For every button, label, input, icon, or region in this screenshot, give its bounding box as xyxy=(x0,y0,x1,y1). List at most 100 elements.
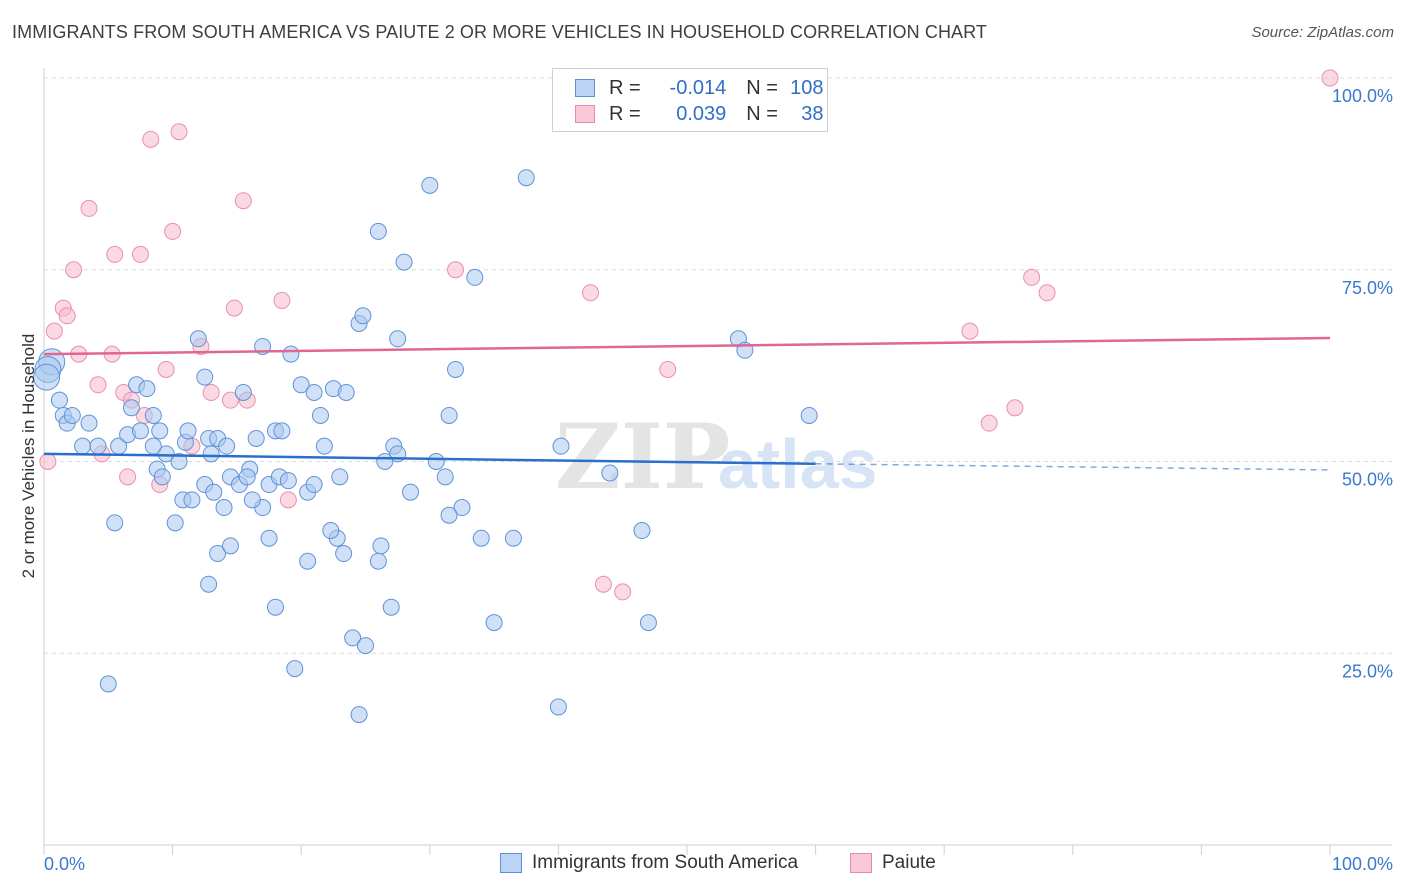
paiute-point xyxy=(594,575,612,593)
legend-swatch-pink xyxy=(575,105,595,123)
legend-r-value: 0.039 xyxy=(676,102,727,125)
legend-row-immigrants: R = -0.014 N = 108 xyxy=(575,75,824,101)
paiute-point xyxy=(106,245,124,263)
chart-title: IMMIGRANTS FROM SOUTH AMERICA VS PAIUTE … xyxy=(12,22,988,42)
legend-row-paiute: R = 0.039 N = 38 xyxy=(575,101,824,127)
paiute-point xyxy=(614,583,632,601)
gridlines xyxy=(44,77,1392,654)
immigrants-point xyxy=(389,330,407,348)
paiute-point xyxy=(119,468,137,486)
paiute-point xyxy=(142,130,160,148)
immigrants-point xyxy=(549,698,567,716)
immigrants-point xyxy=(517,169,535,187)
paiute-point xyxy=(80,199,98,217)
paiute-point xyxy=(45,322,63,340)
immigrants-point xyxy=(447,360,465,378)
immigrants-point xyxy=(144,406,162,424)
immigrants-point xyxy=(440,506,458,524)
legend-swatch-blue xyxy=(575,79,595,97)
immigrants-point xyxy=(395,253,413,271)
watermark-zip: ZIP xyxy=(555,404,730,510)
paiute-point xyxy=(234,192,252,210)
bottom-swatch-pink xyxy=(850,853,872,873)
immigrants-point xyxy=(215,499,233,517)
immigrants-point xyxy=(106,514,124,532)
immigrants-point xyxy=(436,468,454,486)
paiute-point xyxy=(582,284,600,302)
immigrants-point xyxy=(369,222,387,240)
immigrants-point xyxy=(382,598,400,616)
y-tick-label: 25.0% xyxy=(1342,661,1393,681)
immigrants-point xyxy=(221,537,239,555)
immigrants-point xyxy=(427,453,445,470)
immigrants-point xyxy=(260,529,278,547)
immigrants-point xyxy=(633,522,651,540)
paiute-point xyxy=(1038,284,1056,302)
immigrants-trend-dashed xyxy=(815,463,1331,471)
immigrants-point xyxy=(273,422,291,440)
bottom-legend-paiute: Paiute xyxy=(850,852,936,874)
paiute-trend-line xyxy=(43,336,1331,356)
immigrants-point xyxy=(800,406,818,424)
paiute-point xyxy=(157,360,175,378)
immigrants-point xyxy=(369,552,387,570)
immigrants-point xyxy=(238,468,256,486)
immigrants-point xyxy=(179,422,197,440)
paiute-point xyxy=(961,322,979,340)
immigrants-point xyxy=(421,176,439,194)
immigrants-point xyxy=(485,614,503,632)
immigrants-point xyxy=(63,406,81,424)
immigrants-point xyxy=(286,660,304,678)
immigrants-point xyxy=(122,399,140,417)
immigrants-point xyxy=(331,468,349,486)
bottom-swatch-blue xyxy=(500,853,522,873)
immigrants-point xyxy=(552,437,570,455)
paiute-point xyxy=(164,222,182,240)
y-tick-label: 75.0% xyxy=(1342,278,1393,298)
immigrants-point xyxy=(131,422,149,440)
immigrants-point xyxy=(266,598,284,616)
y-tick-label: 50.0% xyxy=(1342,470,1393,490)
immigrants-point xyxy=(243,491,261,509)
immigrants-point xyxy=(202,445,220,463)
immigrants-point xyxy=(218,437,236,455)
immigrants-point xyxy=(200,575,218,593)
paiute-point xyxy=(980,414,998,432)
immigrants-point xyxy=(453,499,471,517)
immigrants-point xyxy=(234,383,252,401)
source-label: Source: ZipAtlas.com xyxy=(1251,24,1394,41)
immigrants-point xyxy=(350,706,368,724)
x-tick-label: 0.0% xyxy=(44,854,85,874)
immigrants-point xyxy=(376,453,394,470)
immigrants-point xyxy=(74,437,92,455)
y-axis-label: 2 or more Vehicles in Household xyxy=(19,334,38,579)
legend-n-value: 108 xyxy=(790,76,824,99)
immigrants-point xyxy=(247,429,265,447)
paiute-point xyxy=(170,123,188,141)
paiute-point xyxy=(279,491,297,509)
immigrants-point xyxy=(354,307,372,325)
paiute-point xyxy=(1023,268,1041,286)
immigrants-point xyxy=(357,637,374,655)
legend-n-label: N = xyxy=(746,102,778,125)
immigrants-point xyxy=(151,422,169,440)
immigrants-point xyxy=(80,414,98,432)
legend-n-value: 38 xyxy=(801,102,824,125)
immigrants-point xyxy=(305,383,323,401)
immigrants-point xyxy=(196,368,214,386)
legend-n-label: N = xyxy=(746,76,778,99)
legend-r-value: -0.014 xyxy=(669,76,727,99)
immigrants-point xyxy=(205,483,223,501)
paiute-point xyxy=(659,360,677,378)
immigrants-point xyxy=(466,268,484,286)
immigrants-point xyxy=(601,464,619,482)
bottom-legend-immigrants: Immigrants from South America xyxy=(500,852,798,874)
immigrants-point xyxy=(299,552,317,570)
paiute-point xyxy=(221,391,239,409)
paiute-point xyxy=(39,453,57,470)
immigrants-point xyxy=(33,363,61,391)
immigrants-point xyxy=(472,529,490,547)
y-tick-label: 100.0% xyxy=(1332,86,1393,106)
immigrants-point xyxy=(170,453,188,470)
